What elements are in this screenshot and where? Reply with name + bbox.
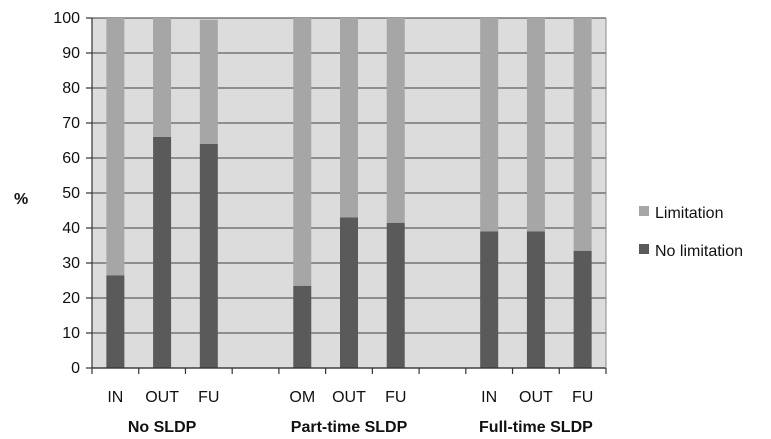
- x-category-label: OUT: [332, 389, 366, 406]
- bar-limitation: [573, 18, 592, 251]
- y-tick-label: 40: [62, 220, 80, 237]
- bar-no-limitation: [199, 144, 218, 368]
- x-group-label: Full-time SLDP: [479, 419, 593, 436]
- x-category-label: OUT: [519, 389, 553, 406]
- bar-no-limitation: [340, 217, 358, 368]
- y-tick-label: 100: [53, 10, 80, 27]
- bar-limitation: [386, 18, 405, 223]
- bar-no-limitation: [153, 137, 172, 368]
- y-tick-label: 80: [62, 80, 80, 97]
- bar-no-limitation: [526, 231, 545, 368]
- y-tick-label: 30: [62, 255, 80, 272]
- x-category-label: FU: [572, 389, 593, 406]
- y-tick-label: 20: [62, 290, 80, 307]
- bar-limitation: [106, 18, 125, 276]
- x-group-label: Part-time SLDP: [291, 419, 408, 436]
- legend: Limitation No limitation: [639, 205, 743, 260]
- x-category-label: FU: [198, 389, 219, 406]
- bar-limitation: [199, 19, 218, 144]
- x-category-label: OM: [289, 389, 315, 406]
- y-tick-label: 90: [62, 45, 80, 62]
- bar-no-limitation: [106, 275, 125, 368]
- y-tick-label: 10: [62, 325, 80, 342]
- x-group-label: No SLDP: [128, 419, 197, 436]
- bar-limitation: [153, 18, 172, 137]
- legend-swatch-no-limitation: [639, 244, 649, 254]
- bar-no-limitation: [480, 231, 499, 368]
- x-category-label: IN: [107, 389, 123, 406]
- bar-limitation: [480, 18, 499, 232]
- x-category-label: OUT: [145, 389, 179, 406]
- y-tick-label: 70: [62, 115, 80, 132]
- legend-label-limitation: Limitation: [655, 205, 723, 222]
- bar-no-limitation: [386, 222, 405, 368]
- bar-no-limitation: [573, 250, 592, 368]
- y-tick-label: 50: [62, 185, 80, 202]
- x-category-label: IN: [481, 389, 497, 406]
- bars: [106, 18, 592, 368]
- x-category-label: FU: [385, 389, 406, 406]
- bar-no-limitation: [293, 285, 312, 368]
- legend-swatch-limitation: [639, 206, 649, 216]
- axes: 0 10 20 30 40 50 60 70 80 90 100 IN OUT FU OM OUT FU IN OU…: [53, 10, 607, 436]
- bar-limitation: [526, 18, 545, 232]
- bar-limitation: [340, 18, 358, 218]
- bar-limitation: [293, 18, 312, 286]
- y-axis-label: %: [14, 191, 28, 208]
- legend-label-no-limitation: No limitation: [655, 243, 743, 260]
- y-tick-label: 0: [71, 360, 80, 377]
- y-tick-label: 60: [62, 150, 80, 167]
